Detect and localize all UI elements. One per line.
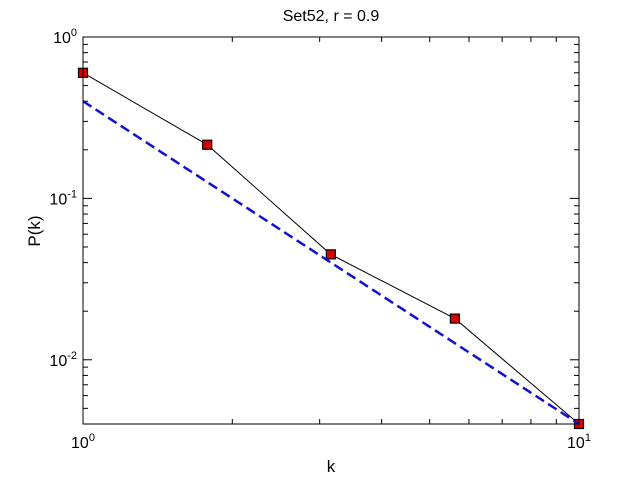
tick-label-exponent: 1 — [585, 432, 591, 444]
tick-label-base: 10 — [49, 191, 67, 208]
chart-title: Set52, r = 0.9 — [283, 8, 380, 25]
tick-label-exponent: -2 — [67, 350, 77, 362]
y-tick-label: 10-2 — [49, 350, 77, 370]
x-tick-label: 101 — [567, 432, 591, 452]
plot-frame — [82, 36, 580, 425]
x-axis-label: k — [327, 457, 336, 476]
data-point-marker — [325, 249, 336, 260]
plot-background — [83, 37, 579, 424]
y-axis-label: P(k) — [25, 215, 44, 246]
series-dashed-line — [82, 100, 580, 426]
tick-label-exponent: 0 — [89, 432, 95, 444]
data-point-marker — [449, 313, 460, 324]
y-tick-label: 10-1 — [49, 188, 77, 208]
tick-label-exponent: -1 — [67, 188, 77, 200]
data-point-marker — [202, 139, 213, 150]
x-tick-label: 100 — [71, 432, 95, 452]
tick-label-exponent: 0 — [71, 27, 77, 39]
tick-label-base: 10 — [53, 30, 71, 47]
y-tick-label: 100 — [53, 27, 77, 47]
tick-label-base: 10 — [567, 435, 585, 452]
tick-label-base: 10 — [71, 435, 89, 452]
tick-label-base: 10 — [49, 353, 67, 370]
